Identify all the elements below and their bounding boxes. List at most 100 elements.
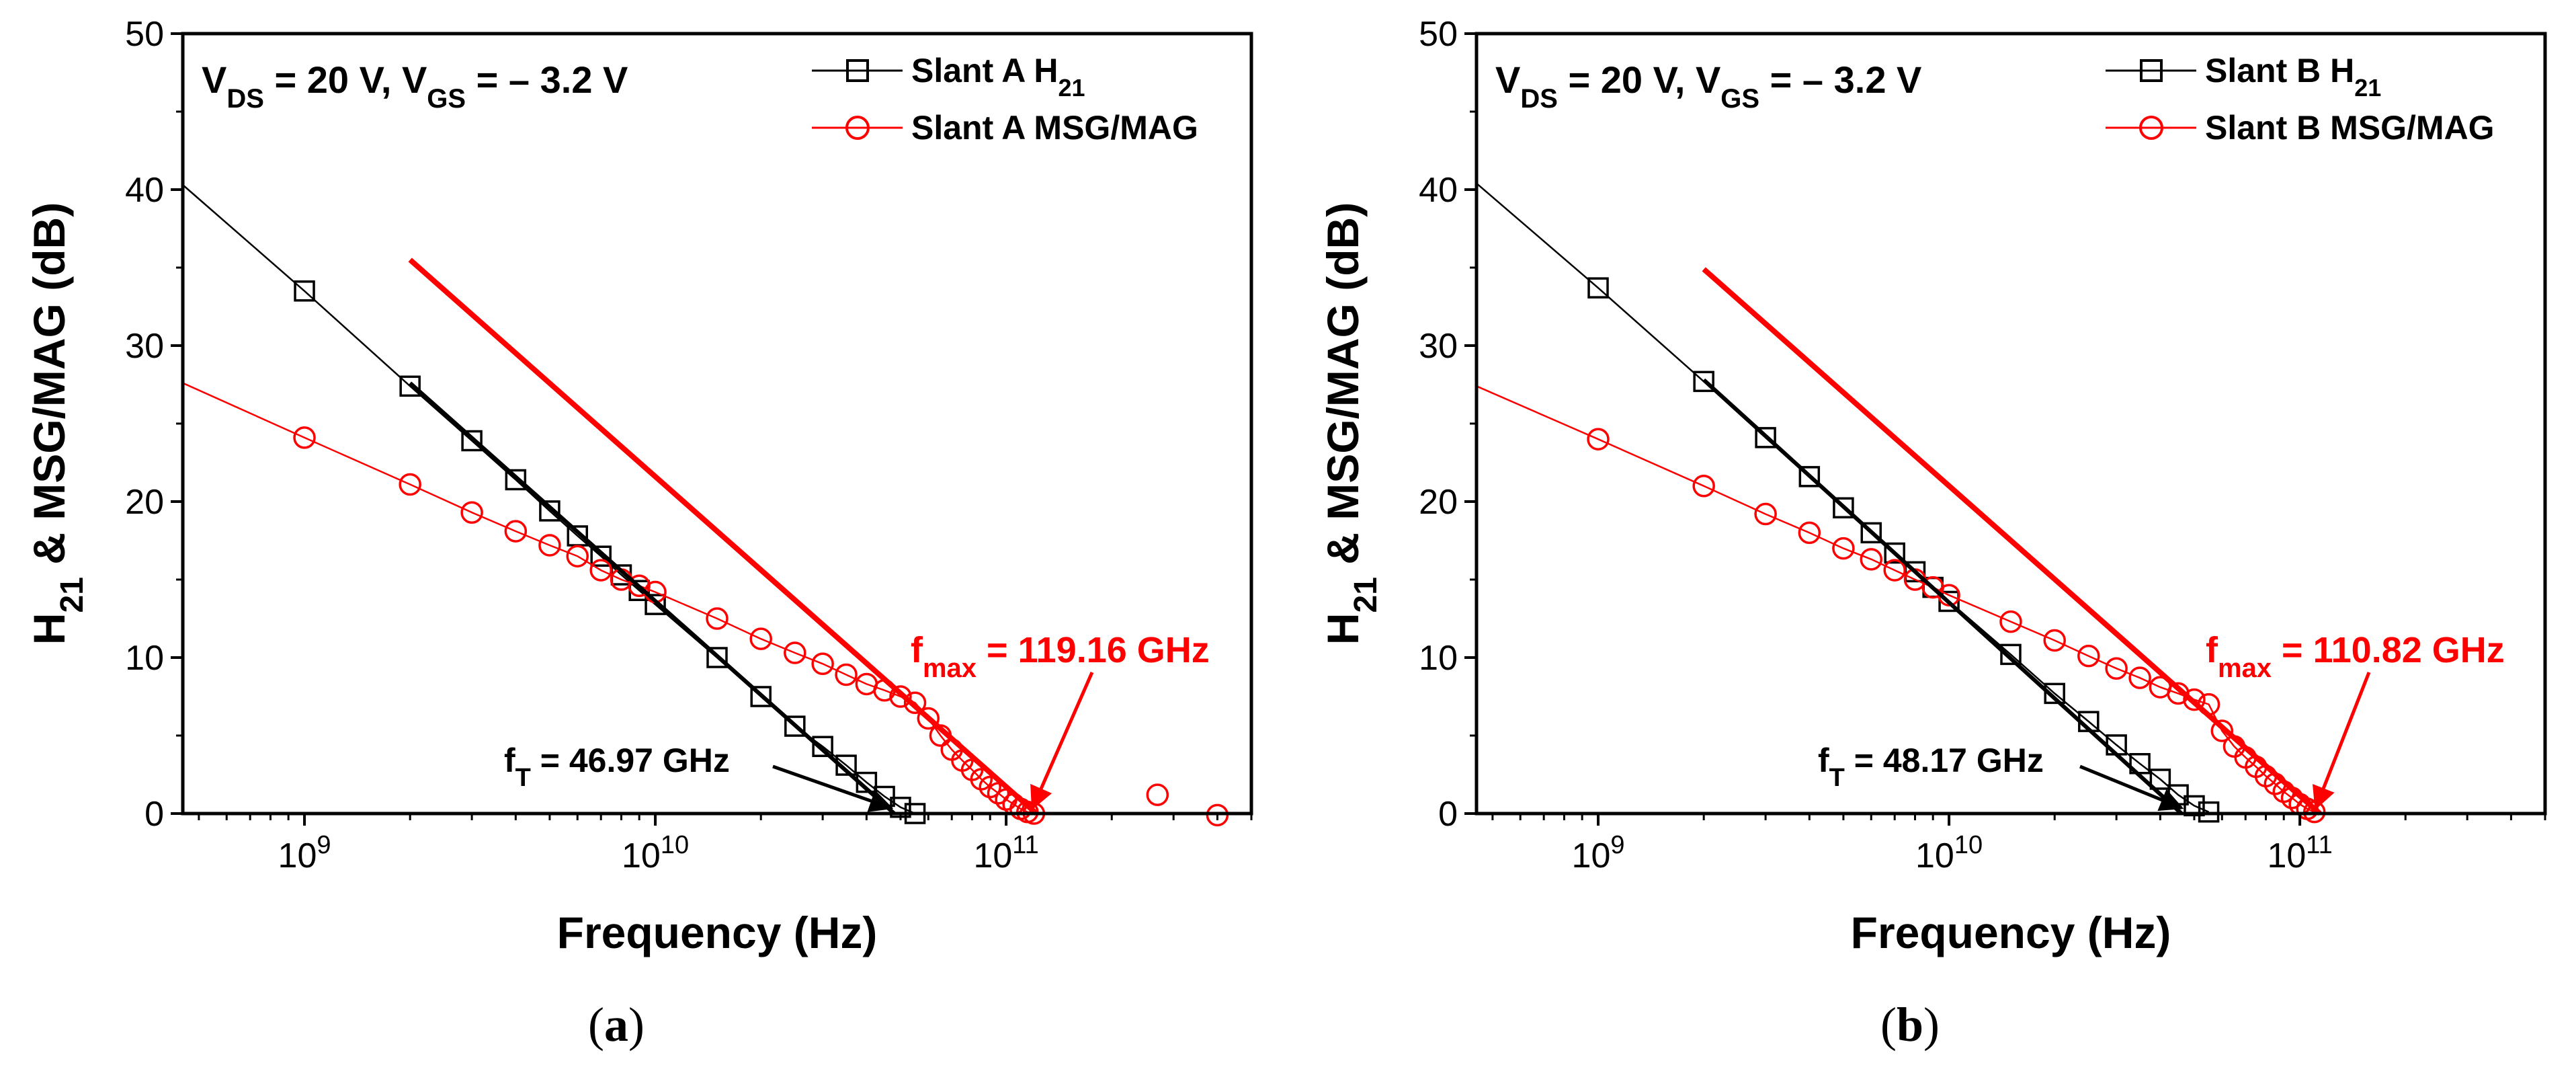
axis-ticks: 0 10 20 30 40 50 109 1010 1011 xyxy=(1419,15,2546,875)
data-point-msg xyxy=(903,691,927,715)
data-point-msg xyxy=(784,641,806,664)
y-axis-title: H21 & MSG/MAG (dB) xyxy=(1318,202,1384,645)
x-tick-label: 109 xyxy=(278,831,331,875)
plot-area xyxy=(1476,182,2326,824)
data-point-msg xyxy=(811,652,834,676)
legend-entry-h21: Slant A H21 xyxy=(812,52,1085,102)
fmax-annotation: fmax = 110.82 GHz xyxy=(2206,630,2505,810)
data-point-h21 xyxy=(2044,682,2065,705)
data-point-msg xyxy=(835,663,858,686)
ft-arrow xyxy=(2079,764,2184,811)
fit-line-h21 xyxy=(409,381,896,816)
data-point-h21 xyxy=(706,647,728,668)
legend: Slant B H21 Slant B MSG/MAG xyxy=(2106,52,2495,147)
y-tick-label: 30 xyxy=(125,327,164,366)
fmax-arrow xyxy=(1030,671,1094,810)
chart-panel-a: 0 10 20 30 40 50 109 1010 1011 H21 & MSG/MAG (dB… xyxy=(24,15,1253,1052)
data-point-h21 xyxy=(2149,768,2171,790)
legend-marker-circle xyxy=(845,116,870,140)
y-tick-label: 50 xyxy=(125,15,164,54)
data-point-h21 xyxy=(294,280,315,302)
data-point-msg xyxy=(293,426,316,449)
data-point-msg xyxy=(1860,548,1883,571)
fit-line-msg xyxy=(408,258,1038,816)
data-point-h21 xyxy=(835,754,857,776)
data-point-msg xyxy=(917,707,940,730)
data-point-msg xyxy=(2077,644,2100,668)
data-point-msg xyxy=(749,627,772,650)
y-tick-label: 40 xyxy=(125,171,164,210)
y-tick-label: 20 xyxy=(1419,483,1458,522)
y-tick-label: 20 xyxy=(125,483,164,522)
ft-arrow xyxy=(772,764,894,812)
axis-ticks: 0 10 20 30 40 50 109 1010 1011 xyxy=(125,15,1253,875)
data-point-msg xyxy=(566,545,589,567)
data-point-msg xyxy=(460,501,483,524)
data-point-h21 xyxy=(399,375,421,397)
plot-area xyxy=(182,184,1229,827)
data-point-msg xyxy=(1692,475,1715,498)
data-point-msg xyxy=(2105,657,2128,680)
series-line-msg xyxy=(1476,385,2315,813)
data-point-h21 xyxy=(1833,497,1854,519)
data-point-h21 xyxy=(461,430,483,452)
legend-label-h21: Slant A H21 xyxy=(911,52,1085,102)
data-point-h21 xyxy=(2000,643,2022,666)
data-point-h21 xyxy=(812,736,833,757)
x-tick-label: 109 xyxy=(1572,831,1625,875)
panel-caption-b: (b) xyxy=(1880,998,1940,1052)
legend-label-msg: Slant B MSG/MAG xyxy=(2205,109,2495,147)
data-point-h21 xyxy=(1938,590,1960,613)
ft-label: fT = 46.97 GHz xyxy=(504,742,730,792)
data-point-msg xyxy=(2210,719,2234,742)
fit-line-h21 xyxy=(1702,378,2184,816)
data-point-msg xyxy=(1999,610,2022,633)
ft-label: fT = 48.17 GHz xyxy=(1818,742,2044,792)
bias-condition: VDS = 20 V, VGS = – 3.2 V xyxy=(202,58,628,114)
data-point-msg xyxy=(2043,629,2066,652)
data-point-h21 xyxy=(750,686,772,707)
legend-label-h21: Slant B H21 xyxy=(2205,52,2381,102)
legend-entry-msg: Slant A MSG/MAG xyxy=(812,109,1198,147)
y-tick-label: 0 xyxy=(144,795,164,834)
plot-frame xyxy=(1474,32,2547,816)
plot-frame xyxy=(181,32,1253,816)
fmax-label: fmax = 119.16 GHz xyxy=(911,630,1210,683)
data-point-h21 xyxy=(1755,427,1776,448)
x-tick-label: 1011 xyxy=(2267,831,2332,875)
data-point-h21 xyxy=(784,715,806,737)
data-point-h21 xyxy=(1860,522,1882,544)
ft-annotation: fT = 48.17 GHz xyxy=(1818,742,2184,811)
y-tick-label: 50 xyxy=(1419,15,1458,54)
data-point-h21 xyxy=(1587,277,1609,299)
x-tick-label: 1010 xyxy=(622,831,689,875)
data-point-h21 xyxy=(539,500,560,522)
y-tick-label: 0 xyxy=(1438,795,1458,834)
y-axis-title: H21 & MSG/MAG (dB) xyxy=(24,202,90,645)
data-point-msg xyxy=(1587,428,1610,450)
data-point-h21 xyxy=(1798,466,1821,487)
x-axis-title: Frequency (Hz) xyxy=(1851,908,2171,957)
data-point-h21 xyxy=(590,545,612,567)
data-point-h21 xyxy=(505,469,527,491)
data-point-h21 xyxy=(645,594,666,615)
data-point-msg xyxy=(2183,688,2206,711)
data-point-msg xyxy=(589,559,612,582)
legend-label-msg: Slant A MSG/MAG xyxy=(911,109,1198,147)
fmax-arrow xyxy=(2313,672,2371,810)
data-point-msg xyxy=(504,520,528,543)
fmax-label: fmax = 110.82 GHz xyxy=(2206,630,2505,683)
panel-caption-a: (a) xyxy=(588,998,645,1052)
data-point-h21 xyxy=(1884,542,1905,564)
data-point-msg xyxy=(628,574,651,598)
data-point-msg xyxy=(1146,783,1169,806)
data-point-msg xyxy=(538,534,561,557)
legend-marker-square xyxy=(2140,59,2163,82)
y-tick-label: 10 xyxy=(1419,639,1458,678)
data-point-msg xyxy=(2167,682,2190,705)
legend: Slant A H21 Slant A MSG/MAG xyxy=(812,52,1198,147)
legend-marker-circle xyxy=(2139,116,2163,140)
x-axis-title: Frequency (Hz) xyxy=(557,908,878,957)
data-point-msg xyxy=(399,473,421,496)
